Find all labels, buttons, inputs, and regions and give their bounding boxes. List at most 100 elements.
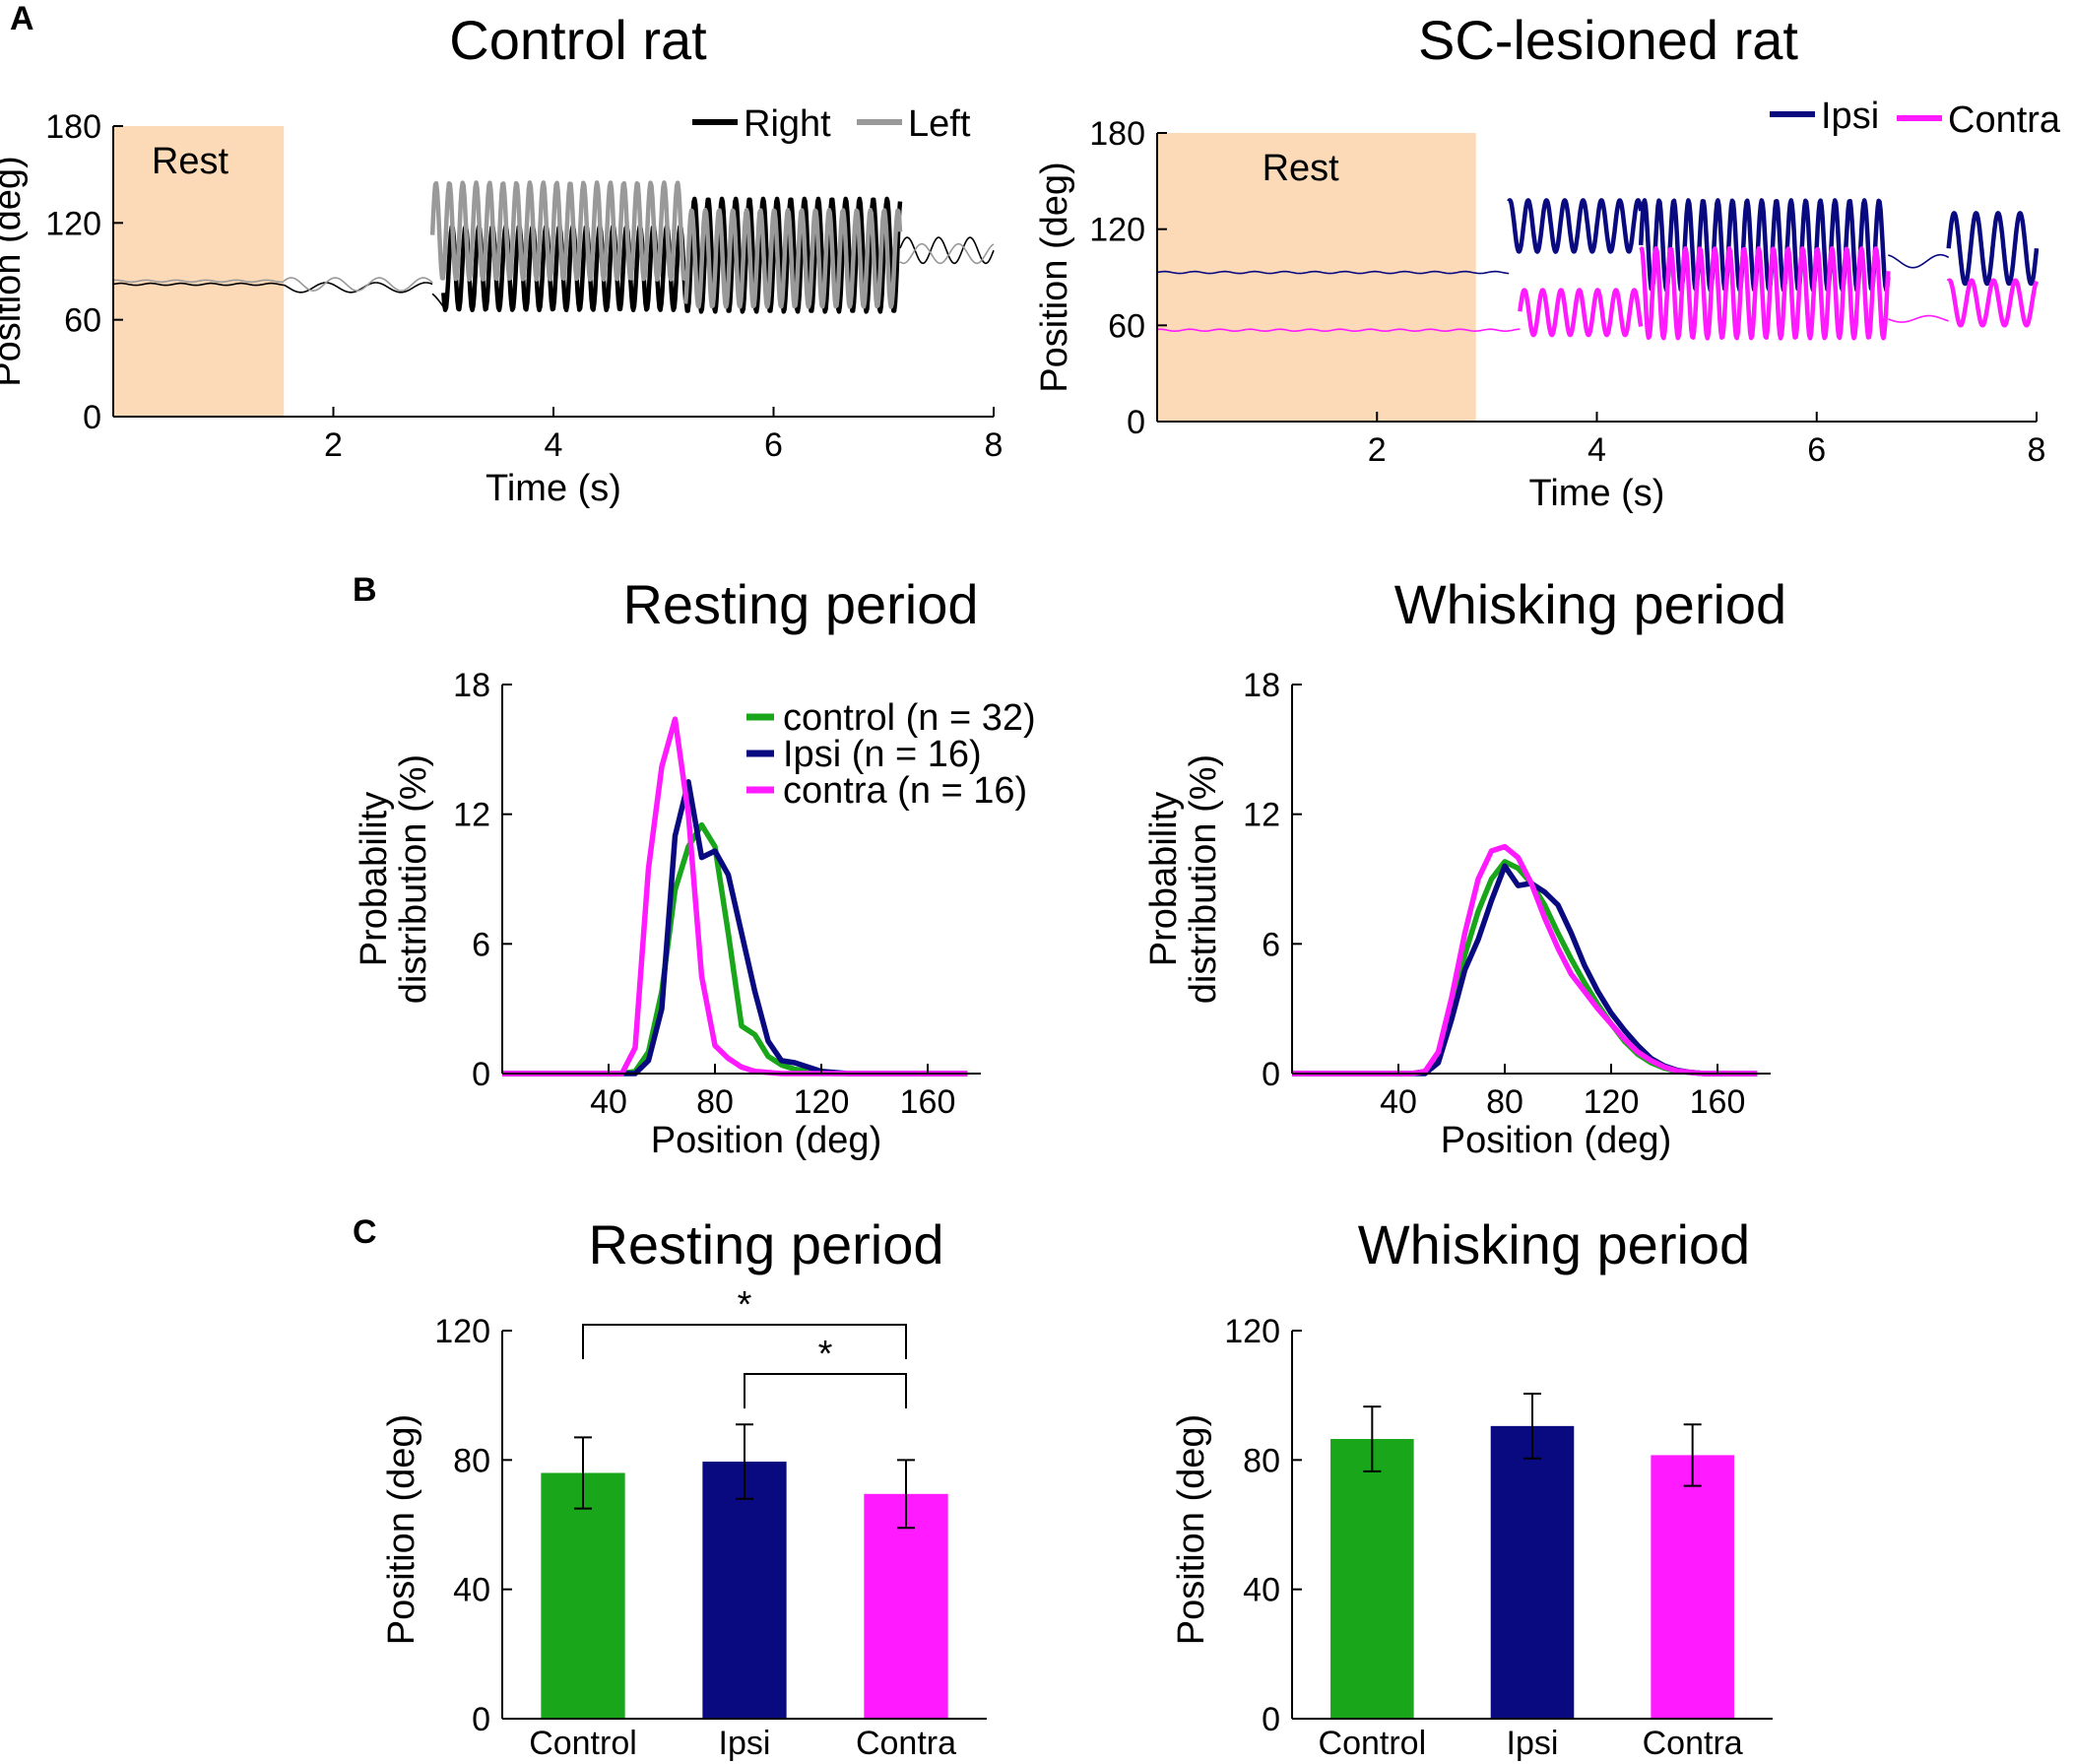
y-axis-label: Position (deg) bbox=[381, 1414, 422, 1645]
panel-label-c: C bbox=[353, 1213, 377, 1251]
y-axis-label: Position (deg) bbox=[0, 156, 29, 386]
y-tick-label: 6 bbox=[472, 926, 490, 963]
x-tick-label: 4 bbox=[545, 426, 563, 464]
y-axis-label: Position (deg) bbox=[1034, 162, 1075, 392]
y-tick-label: 0 bbox=[1127, 404, 1145, 441]
significance-bracket bbox=[582, 1324, 907, 1359]
distribution-line-control bbox=[502, 821, 968, 1077]
bar-contra bbox=[1651, 1455, 1734, 1719]
x-tick-label: Ipsi bbox=[719, 1725, 771, 1762]
trace-left-segment bbox=[429, 180, 688, 282]
x-tick-label: 80 bbox=[1486, 1083, 1523, 1121]
x-tick-label: 6 bbox=[764, 426, 783, 464]
y-tick-label: 60 bbox=[1108, 307, 1145, 345]
trace-contra-segment bbox=[1518, 288, 1644, 338]
trace-left-segment bbox=[682, 207, 903, 309]
trace-ipsi-segment bbox=[1156, 270, 1510, 275]
rest-label: Rest bbox=[152, 141, 229, 182]
legend-label-contra: contra (n = 16) bbox=[783, 770, 1027, 812]
y-tick-label: 120 bbox=[1089, 212, 1145, 249]
y-tick-label: 12 bbox=[1243, 797, 1280, 834]
y-tick-label: 80 bbox=[1243, 1442, 1280, 1479]
rest-period-shade bbox=[113, 126, 285, 417]
x-tick-label: 2 bbox=[1368, 431, 1387, 469]
chart-title: Whisking period bbox=[1358, 1213, 1750, 1275]
legend-label-left: Left bbox=[908, 103, 971, 145]
y-tick-label: 180 bbox=[1089, 115, 1145, 153]
distribution-line-ipsi bbox=[502, 779, 968, 1077]
chart-title: Resting period bbox=[622, 573, 978, 635]
legend-label-right: Right bbox=[744, 103, 831, 145]
y-tick-label: 0 bbox=[472, 1056, 490, 1093]
x-tick-label: Control bbox=[529, 1725, 637, 1762]
y-tick-label: 0 bbox=[472, 1701, 490, 1738]
bar-contra bbox=[864, 1493, 948, 1719]
trace-ipsi-segment bbox=[1946, 211, 2040, 287]
y-axis-label: Position (deg) bbox=[1171, 1414, 1212, 1645]
rest-period-shade bbox=[1157, 133, 1476, 422]
chart-title: Whisking period bbox=[1394, 573, 1786, 635]
legend-label-ipsi: Ipsi (n = 16) bbox=[783, 734, 982, 775]
legend-label-contra: Contra bbox=[1948, 99, 2061, 141]
y-tick-label: 60 bbox=[64, 302, 101, 340]
chart-title: SC-lesioned rat bbox=[1418, 9, 1798, 71]
y-tick-label: 0 bbox=[83, 399, 101, 436]
distribution-line-ipsi bbox=[1292, 863, 1758, 1077]
y-tick-label: 180 bbox=[45, 108, 101, 146]
bar-ipsi bbox=[702, 1461, 787, 1719]
trace-contra-segment bbox=[1887, 314, 1950, 323]
y-tick-label: 18 bbox=[1243, 667, 1280, 704]
distribution-line-control bbox=[1292, 859, 1758, 1077]
x-tick-label: 120 bbox=[1584, 1083, 1640, 1121]
y-tick-label: 120 bbox=[434, 1313, 490, 1350]
y-tick-label: 40 bbox=[453, 1572, 490, 1609]
y-tick-label: 40 bbox=[1243, 1572, 1280, 1609]
y-tick-label: 120 bbox=[45, 205, 101, 242]
trace-left-segment bbox=[112, 279, 285, 284]
x-tick-label: 8 bbox=[985, 426, 1004, 464]
y-tick-label: 6 bbox=[1262, 926, 1280, 963]
bar-control bbox=[1330, 1438, 1414, 1719]
bar-ipsi bbox=[1490, 1425, 1575, 1719]
trace-contra-segment bbox=[1639, 245, 1891, 341]
y-tick-label: 0 bbox=[1262, 1056, 1280, 1093]
x-tick-label: Ipsi bbox=[1507, 1725, 1559, 1762]
x-tick-label: 120 bbox=[794, 1083, 850, 1121]
x-tick-label: 80 bbox=[696, 1083, 734, 1121]
y-tick-label: 12 bbox=[453, 797, 490, 834]
x-axis-label: Time (s) bbox=[486, 468, 621, 509]
significance-bracket bbox=[744, 1373, 907, 1408]
trace-right-segment bbox=[899, 236, 995, 265]
trace-right-segment bbox=[431, 293, 444, 308]
y-axis-label-line1: Probability bbox=[354, 792, 395, 966]
trace-contra-segment bbox=[1946, 278, 2040, 328]
trace-left-segment bbox=[283, 277, 433, 292]
y-axis-label-line2: distribution (%) bbox=[393, 754, 434, 1004]
legend-label-ipsi: Ipsi bbox=[1821, 96, 1879, 137]
trace-right-segment bbox=[441, 224, 688, 313]
y-tick-label: 80 bbox=[453, 1442, 490, 1479]
chart-title: Resting period bbox=[588, 1213, 943, 1275]
x-tick-label: 2 bbox=[324, 426, 343, 464]
trace-ipsi-segment bbox=[1887, 253, 1950, 269]
rest-label: Rest bbox=[1263, 148, 1340, 189]
panel-label-a: A bbox=[10, 0, 34, 37]
x-tick-label: 160 bbox=[1690, 1083, 1746, 1121]
x-tick-label: 8 bbox=[2028, 431, 2046, 469]
y-tick-label: 120 bbox=[1224, 1313, 1280, 1350]
bar-control bbox=[541, 1472, 625, 1719]
x-tick-label: Contra bbox=[1643, 1725, 1743, 1762]
x-tick-label: Contra bbox=[856, 1725, 956, 1762]
y-axis-label-line1: Probability bbox=[1143, 792, 1185, 966]
x-tick-label: 40 bbox=[1380, 1083, 1417, 1121]
x-tick-label: Control bbox=[1319, 1725, 1427, 1762]
x-tick-label: 6 bbox=[1807, 431, 1826, 469]
x-tick-label: 4 bbox=[1587, 431, 1606, 469]
y-tick-label: 18 bbox=[453, 667, 490, 704]
x-axis-label: Time (s) bbox=[1529, 473, 1665, 514]
panel-label-b: B bbox=[353, 571, 377, 609]
trace-right-segment bbox=[112, 282, 285, 287]
x-axis-label: Position (deg) bbox=[651, 1120, 881, 1161]
trace-contra-segment bbox=[1156, 328, 1521, 332]
